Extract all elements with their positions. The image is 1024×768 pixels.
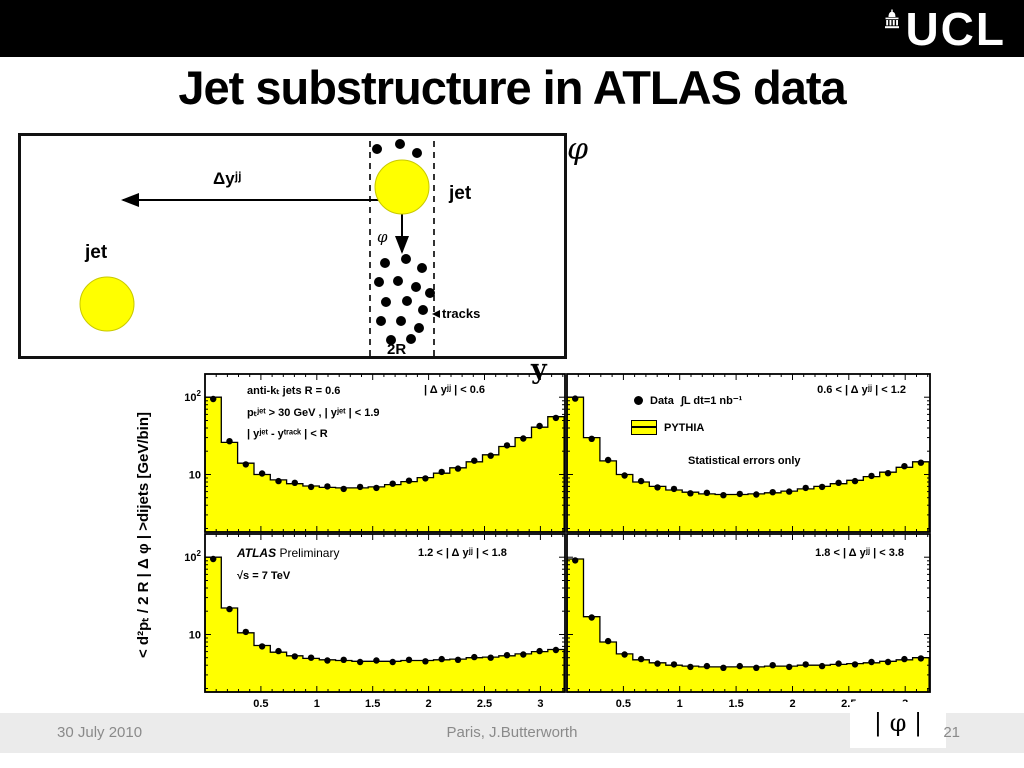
preliminary-label: Preliminary <box>279 546 340 560</box>
footer-credit: Paris, J.Butterworth <box>446 724 578 741</box>
track-dots <box>372 139 435 345</box>
svg-text:2: 2 <box>426 698 432 710</box>
svg-text:1.5: 1.5 <box>365 698 380 710</box>
header-bar: UCL <box>0 0 1024 57</box>
footer-date: 30 July 2010 <box>57 724 143 741</box>
legend-pythia-label: PYTHIA <box>664 421 705 434</box>
dijet-schematic-box: Δyʲʲ jet jet φ tracks 2R <box>18 133 567 359</box>
jet-definition-label: anti-kₜ jets R = 0.6 <box>247 385 341 397</box>
svg-text:1: 1 <box>677 698 683 710</box>
legend-data-entry: Data ∫L dt=1 nb⁻¹ <box>634 394 742 407</box>
svg-text:0.5: 0.5 <box>616 698 631 710</box>
y-axis-label: < d²pₜ / 2 R | Δ φ | >dijets [GeV/bin] <box>135 411 152 659</box>
slide-title: Jet substructure in ATLAS data <box>178 61 846 114</box>
panel3-range-label: 1.2 < | Δ yʲʲ | < 1.8 <box>418 547 507 559</box>
ucl-logo-text: UCL <box>905 3 1006 55</box>
phi-arrow-label: φ <box>377 228 388 246</box>
delta-y-label: Δyʲʲ <box>213 169 241 188</box>
legend-lumi-label: ∫L dt=1 nb⁻¹ <box>680 395 743 407</box>
svg-text:102: 102 <box>184 389 201 404</box>
atlas-preliminary-label: ATLAS Preliminary <box>237 546 339 560</box>
footer-page-number: 21 <box>943 724 960 741</box>
tracks-pointer-icon <box>432 310 440 318</box>
x-axis-label: | φ | <box>850 702 946 748</box>
legend-data-label: Data <box>650 394 674 407</box>
svg-text:1.5: 1.5 <box>728 698 743 710</box>
svg-text:0.5: 0.5 <box>253 698 268 710</box>
svg-text:102: 102 <box>184 549 201 564</box>
pythia-swatch-icon <box>631 420 657 435</box>
dijet-schematic: Δyʲʲ jet jet φ tracks 2R <box>79 139 480 358</box>
cms-energy-label: √s = 7 TeV <box>237 570 291 582</box>
rapidity-axis-symbol: y <box>531 354 547 385</box>
two-r-label: 2R <box>387 341 406 356</box>
ucl-logo: UCL <box>881 3 1006 55</box>
tracks-label: tracks <box>442 306 480 321</box>
svg-text:2: 2 <box>789 698 795 710</box>
ucl-portico-icon <box>885 9 900 29</box>
data-marker-icon <box>634 396 643 405</box>
svg-text:10: 10 <box>189 470 201 482</box>
svg-text:1: 1 <box>314 698 320 710</box>
svg-text:10: 10 <box>189 630 201 642</box>
jet-left-label: jet <box>84 242 108 263</box>
jet-right-circle <box>374 159 430 215</box>
svg-text:3: 3 <box>537 698 543 710</box>
jet-right-label: jet <box>448 183 472 204</box>
svg-text:2.5: 2.5 <box>477 698 492 710</box>
panel1-range-label: | Δ yʲʲ | < 0.6 <box>424 384 486 396</box>
phi-axis-symbol: φ <box>567 132 589 167</box>
track-match-label: | yʲᵉᵗ - yᵗʳᵃᶜᵏ | < R <box>247 428 328 440</box>
pt-cut-label: pₜʲᵉᵗ > 30 GeV , | yʲᵉᵗ | < 1.9 <box>247 407 380 419</box>
panel4-range-label: 1.8 < | Δ yʲʲ | < 3.8 <box>815 547 904 559</box>
panel2-range-label: 0.6 < | Δ yʲʲ | < 1.2 <box>817 384 906 396</box>
atlas-wordmark: ATLAS <box>237 546 277 560</box>
legend-pythia-entry: PYTHIA <box>631 420 704 435</box>
jet-left-circle <box>79 276 135 332</box>
stat-errors-note: Statistical errors only <box>688 455 801 467</box>
